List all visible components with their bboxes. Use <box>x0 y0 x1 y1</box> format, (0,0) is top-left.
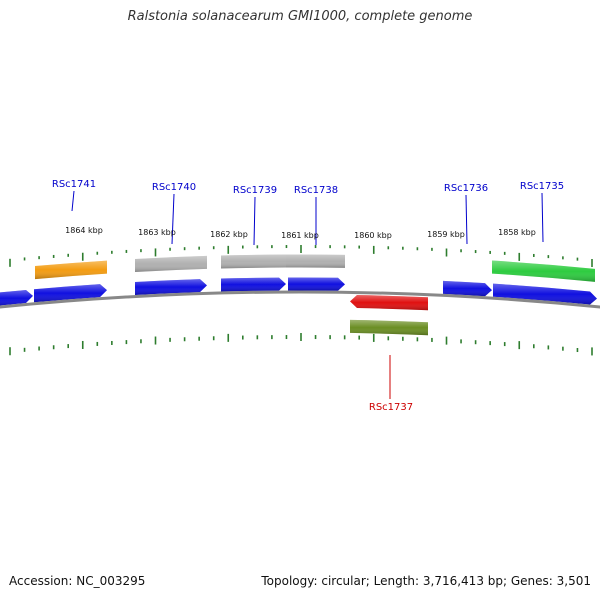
gene-labels: RSc1741 RSc1740 RSc1739 RSc1738 RSc1736 … <box>52 179 564 413</box>
feature-shading <box>221 254 286 269</box>
leader-line <box>541 192 544 243</box>
kbp-label: 1859 kbp <box>427 230 465 239</box>
feature-shading <box>0 289 33 306</box>
kbp-label: 1862 kbp <box>210 230 248 239</box>
kbp-label: 1864 kbp <box>65 226 103 235</box>
feature-shading <box>493 283 597 305</box>
kbp-label: 1861 kbp <box>281 231 319 240</box>
kbp-label: 1860 kbp <box>354 231 392 240</box>
gene-label-rsc1737[interactable]: RSc1737 <box>369 402 413 413</box>
feature-track <box>0 254 597 336</box>
feature-shading <box>492 260 595 282</box>
gene-label-rsc1739[interactable]: RSc1739 <box>233 185 277 196</box>
accession-text: Accession: NC_003295 <box>9 574 146 588</box>
kbp-label: 1858 kbp <box>498 228 536 237</box>
leader-line <box>171 193 175 245</box>
feature-shading <box>135 279 207 296</box>
leader-line <box>465 194 468 245</box>
leader-line <box>71 190 75 212</box>
gene-label-rsc1736[interactable]: RSc1736 <box>444 183 488 194</box>
gene-label-rsc1735[interactable]: RSc1735 <box>520 181 564 192</box>
feature-shading <box>34 284 107 303</box>
feature-shading <box>35 260 107 280</box>
gene-label-rsc1738[interactable]: RSc1738 <box>294 185 338 196</box>
feature-shading <box>286 254 345 268</box>
genome-title: Ralstonia solanacearum GMI1000, complete… <box>127 9 473 24</box>
genome-backbone <box>0 290 600 309</box>
kbp-labels: 1864 kbp 1863 kbp 1862 kbp 1861 kbp 1860… <box>65 226 536 240</box>
leader-line <box>253 196 256 246</box>
feature-shading <box>288 277 345 291</box>
feature-shading <box>443 280 492 297</box>
gene-label-rsc1740[interactable]: RSc1740 <box>152 182 196 193</box>
leader-lines <box>71 190 544 399</box>
feature-shading <box>135 255 207 272</box>
kbp-label: 1863 kbp <box>138 228 176 237</box>
feature-shading <box>350 319 428 336</box>
gene-label-rsc1741[interactable]: RSc1741 <box>52 179 96 190</box>
feature-shading <box>350 295 428 311</box>
tick-marks-outer <box>9 245 593 268</box>
genome-info-text: Topology: circular; Length: 3,716,413 bp… <box>261 574 591 588</box>
tick-marks-inner <box>9 333 593 356</box>
feature-shading <box>221 277 286 292</box>
